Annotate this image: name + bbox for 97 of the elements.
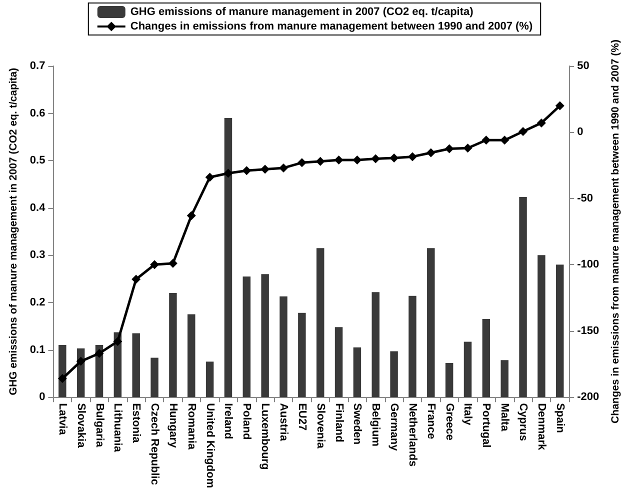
bar [353, 347, 362, 398]
x-tick-label: Poland [240, 403, 253, 440]
y2-axis-title: Changes in emissions from manure management between 1990 and 2007 (%) [610, 40, 622, 424]
point [242, 166, 252, 176]
point [518, 127, 528, 136]
y-tick-label: 0 [39, 391, 46, 404]
x-tick-label: Romania [185, 403, 198, 450]
bar [556, 264, 564, 398]
y-axis-title: GHG emissions of manure management in 2007 (CO2 eq. t/capita) [8, 68, 20, 396]
point [168, 258, 178, 268]
point [316, 156, 325, 166]
bar [408, 296, 416, 398]
y2-tick-label: -100 [577, 258, 600, 271]
bar [334, 327, 343, 398]
point [58, 374, 67, 384]
point [463, 144, 472, 153]
x-tick-label: Latvia [56, 403, 68, 436]
x-tick-label: Luxembourg [259, 403, 272, 470]
point [500, 136, 510, 145]
point [555, 101, 564, 110]
x-tick-label: Malta [498, 403, 511, 432]
y2-tick-label: 50 [577, 60, 590, 72]
point [426, 148, 436, 158]
x-tick-label: Spain [554, 403, 566, 434]
x-tick-label: Bulgaria [93, 403, 106, 448]
x-tick-label: France [424, 403, 437, 440]
bar [500, 360, 508, 398]
point [536, 118, 546, 128]
point [297, 158, 306, 168]
bar [427, 248, 435, 398]
x-tick-label: Belgium [370, 403, 382, 447]
x-tick-label: Hungary [166, 403, 179, 449]
y2-tick-label: -150 [577, 324, 600, 337]
x-tick-label: Austria [278, 403, 290, 442]
x-tick-label: Cyprus [517, 403, 530, 441]
bar [224, 118, 232, 398]
x-tick-label: Netherlands [406, 403, 418, 467]
bar [132, 333, 140, 398]
bar [519, 197, 527, 398]
bar [538, 255, 546, 398]
legend-label: GHG emissions of manure management in 2007 (CO2 eq. t/capita) [130, 6, 474, 18]
x-tick-label: EU27 [296, 403, 308, 431]
point [444, 144, 454, 154]
bar [242, 276, 251, 398]
bar [298, 312, 306, 398]
point [260, 164, 270, 174]
point [482, 136, 491, 145]
bar [464, 342, 472, 398]
point [352, 156, 362, 165]
point [150, 260, 160, 270]
bar [445, 363, 454, 398]
point [94, 348, 104, 358]
point [186, 211, 196, 220]
point [279, 163, 288, 172]
x-tick-label: Slovenia [314, 403, 326, 450]
y2-tick-label: -200 [577, 391, 600, 404]
y-tick-label: 0.6 [30, 107, 46, 120]
point [224, 168, 233, 178]
point [132, 274, 141, 284]
point [113, 336, 122, 346]
y-tick-label: 0.4 [30, 202, 46, 214]
bar [482, 319, 490, 398]
point [205, 172, 214, 182]
x-tick-label: Slovakia [74, 403, 87, 449]
x-tick-label: Czech Republic [148, 403, 161, 485]
y2-tick-label: 0 [577, 126, 584, 138]
point [408, 152, 417, 162]
bar [206, 362, 214, 398]
x-tick-label: Sweden [351, 403, 364, 445]
bar [169, 293, 177, 398]
y-tick-label: 0.2 [30, 296, 46, 308]
bar [261, 274, 269, 398]
bar [150, 358, 158, 398]
point [76, 356, 86, 366]
y-tick-label: 0.7 [30, 60, 46, 72]
x-tick-label: Greece [443, 403, 456, 440]
x-tick-label: Italy [462, 403, 474, 426]
x-tick-label: Finland [332, 403, 345, 442]
x-tick-label: Portugal [480, 403, 492, 448]
bar [390, 351, 398, 398]
bar [372, 292, 380, 398]
x-tick-label: Ireland [222, 403, 234, 440]
x-tick-label: Denmark [535, 403, 548, 452]
y2-tick-label: -50 [577, 192, 593, 204]
bar [280, 296, 288, 398]
x-tick-label: Estonia [130, 403, 142, 444]
y-tick-label: 0.1 [30, 344, 46, 356]
y-tick-label: 0.5 [30, 154, 46, 167]
point [334, 156, 344, 165]
x-tick-label: United Kingdom [204, 403, 216, 488]
x-tick-label: Lithuania [112, 403, 124, 453]
point [371, 154, 380, 164]
bar [316, 248, 324, 398]
bar [188, 314, 196, 398]
x-tick-label: Germany [388, 403, 400, 452]
y-tick-label: 0.3 [30, 249, 46, 262]
legend-label: Changes in emissions from manure management between 1990 and 2007 (%) [130, 20, 533, 32]
